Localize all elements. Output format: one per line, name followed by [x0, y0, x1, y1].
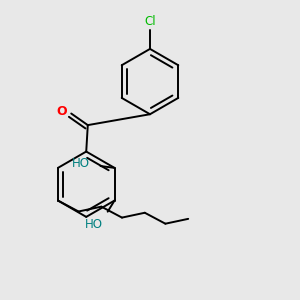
Text: Cl: Cl — [144, 15, 156, 28]
Text: O: O — [56, 106, 67, 118]
Text: HO: HO — [85, 218, 103, 231]
Text: HO: HO — [72, 157, 90, 170]
